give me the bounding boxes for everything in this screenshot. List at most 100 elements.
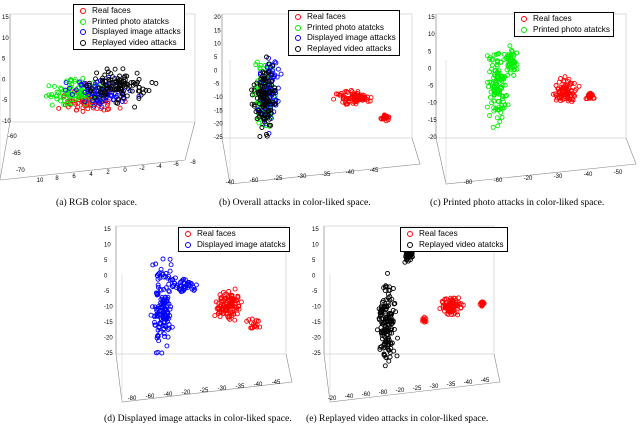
x-tick-label: -40 (226, 180, 235, 186)
legend-e-item-1: Real faces (419, 229, 458, 238)
chart-panel-c: 15 10 5 0 -5 -10 -15 -20 -80 -60 -20 -30 -40 -50 Real… (428, 0, 640, 190)
data-point (84, 102, 90, 108)
data-point (394, 353, 400, 359)
z-tick-label: -5 (428, 84, 434, 90)
data-point (160, 256, 166, 262)
legend-c-item-1: Real faces (533, 14, 572, 23)
z-tick-label: 10 (428, 32, 435, 38)
data-point (495, 59, 500, 64)
data-point (376, 317, 382, 323)
data-point (227, 316, 233, 322)
data-point (264, 54, 269, 60)
data-point (550, 91, 556, 97)
data-point (134, 70, 140, 76)
data-point (495, 123, 501, 129)
data-point (553, 83, 559, 88)
data-point (440, 303, 446, 309)
data-point (561, 79, 567, 85)
data-point (267, 99, 273, 105)
data-point (161, 326, 167, 331)
data-point (72, 77, 78, 83)
x-tick-label: -40 (164, 392, 173, 398)
z-tick-label: 5 (104, 258, 108, 264)
x-tick-label: -30 (218, 386, 227, 392)
data-point (264, 96, 270, 102)
x-tick-label: -60 (494, 178, 503, 184)
legend-b-item-4: Replayed video attacks (307, 43, 392, 53)
data-point (91, 103, 97, 109)
data-point (502, 93, 508, 99)
z-tick-label: 15 (312, 227, 319, 233)
data-point (342, 89, 348, 95)
data-point (501, 51, 507, 57)
data-point (571, 92, 577, 98)
data-point (499, 114, 505, 120)
data-point (112, 66, 118, 72)
data-point (106, 106, 112, 112)
data-point (497, 119, 503, 124)
data-point (260, 94, 266, 100)
data-point (496, 72, 502, 77)
data-point (445, 311, 451, 317)
floor-edge (221, 137, 421, 185)
z-tick-label: -20 (104, 336, 113, 342)
chart-panel-d: 15 10 5 0 -5 -10 -15 -20 -25 -80 -60 -40 -20 -25 -30 -3… (104, 214, 300, 406)
data-point (268, 85, 274, 91)
data-point (382, 344, 388, 350)
data-point (502, 74, 508, 80)
data-point (238, 299, 244, 305)
data-point (225, 294, 231, 300)
data-point (456, 295, 462, 301)
data-point (251, 87, 257, 93)
data-point (146, 88, 152, 94)
data-point (164, 343, 170, 349)
data-point (377, 346, 383, 352)
data-point (46, 83, 52, 89)
legend-d-item-1: Real faces (197, 229, 236, 238)
chart-d-plot: 15 10 5 0 -5 -10 -15 -20 -25 -80 -60 -40 -20 -25 -30 -3… (104, 225, 293, 403)
data-point (379, 320, 385, 326)
data-point (354, 90, 360, 96)
data-point (350, 100, 356, 106)
data-point (253, 318, 259, 324)
data-point (380, 298, 386, 304)
data-point (124, 73, 130, 79)
data-point (246, 317, 252, 323)
data-point (65, 100, 71, 106)
x-tick-label: -35 (236, 384, 245, 390)
data-point (177, 283, 182, 289)
z-tick-label: 5 (312, 258, 316, 264)
z-tick-label: 10 (2, 36, 9, 42)
data-point (102, 72, 108, 78)
z-tick-label: 0 (428, 66, 432, 72)
legend-b: Real faces Printed photo atatcks Display… (288, 10, 400, 56)
data-point (380, 330, 386, 335)
data-point (77, 79, 83, 85)
x-tick-label: -40 (346, 170, 355, 176)
data-point (386, 115, 391, 121)
x-tick-label: -30 (430, 384, 439, 390)
data-point (108, 71, 114, 77)
data-point (163, 270, 169, 276)
z-tick-label: -10 (214, 95, 223, 101)
data-point (263, 131, 269, 137)
floor-edge (435, 137, 637, 185)
data-point (152, 314, 158, 320)
data-point (389, 296, 395, 302)
data-point (84, 83, 89, 88)
data-point (86, 82, 92, 88)
legend-b-item-3: Displayed image attacks (307, 33, 396, 42)
x-tick-label: -40 (584, 172, 593, 178)
data-point (97, 100, 103, 106)
data-point (408, 253, 414, 259)
data-point (382, 363, 388, 369)
z-tick-label: 15 (214, 28, 221, 34)
z-tick-label: -25 (104, 351, 113, 357)
data-point (235, 293, 241, 299)
data-point (389, 326, 395, 332)
data-point (494, 88, 500, 94)
data-point (383, 316, 389, 322)
z-tick-label: -5 (312, 289, 318, 295)
data-point (157, 321, 162, 327)
data-point (150, 262, 156, 268)
